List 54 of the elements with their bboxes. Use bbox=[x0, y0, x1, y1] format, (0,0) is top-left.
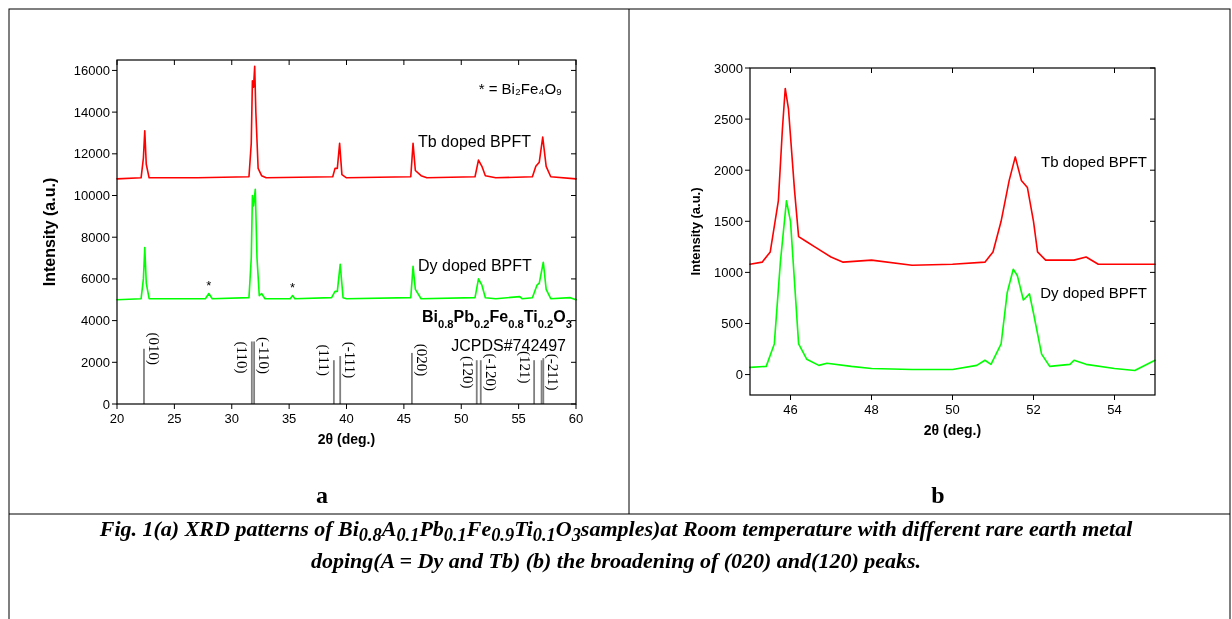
y-tick-label: 2000 bbox=[81, 354, 110, 370]
annotation: (010) bbox=[144, 332, 162, 365]
x-tick-label: 25 bbox=[167, 411, 182, 426]
annotation: (120) bbox=[458, 355, 476, 389]
x-tick-label: 30 bbox=[224, 411, 239, 426]
annotation: (-110) bbox=[255, 336, 273, 374]
x-tick-label: 45 bbox=[396, 411, 412, 426]
y-tick-label: 2000 bbox=[714, 162, 743, 178]
series-label: Tb doped BPFT bbox=[418, 133, 532, 150]
y-tick-label: 10000 bbox=[73, 188, 110, 204]
y-tick-label: 500 bbox=[721, 315, 743, 331]
y-tick-label: 0 bbox=[735, 367, 743, 383]
series-label: Dy doped BPFT bbox=[418, 257, 533, 274]
x-tick-label: 55 bbox=[511, 411, 526, 426]
y-tick-label: 1000 bbox=[714, 264, 743, 280]
y-axis-title: Intensity (a.u.) bbox=[41, 177, 58, 287]
y-tick-label: 1500 bbox=[714, 213, 743, 229]
text: a bbox=[316, 482, 328, 508]
annotation: (111) bbox=[314, 344, 332, 376]
text: Bi$_{0.8}$Pb$_{0.2}$Fe$_{0.8}$Ti$_{0.2}$O$_{3}$ bbox=[422, 308, 572, 330]
x-axis-title: 2θ (deg.) bbox=[923, 422, 982, 438]
annotation: (-111) bbox=[341, 341, 359, 379]
y-tick-label: 16000 bbox=[73, 62, 110, 78]
y-tick-label: 8000 bbox=[81, 229, 110, 245]
y-tick-label: 2500 bbox=[714, 111, 743, 127]
x-axis-title: 2θ (deg.) bbox=[317, 431, 376, 447]
y-axis-title: Intensity (a.u.) bbox=[688, 187, 703, 276]
x-tick-label: 60 bbox=[568, 411, 584, 426]
x-tick-label: 40 bbox=[339, 411, 354, 426]
y-tick-label: 14000 bbox=[73, 104, 110, 120]
text: b bbox=[931, 482, 945, 508]
x-tick-label: 35 bbox=[281, 411, 297, 426]
series-label: Tb doped BPFT bbox=[1041, 153, 1147, 170]
x-tick-label: 50 bbox=[945, 402, 960, 417]
annotation: (110) bbox=[232, 341, 250, 374]
y-tick-label: 12000 bbox=[73, 146, 110, 162]
x-tick-label: 48 bbox=[864, 402, 879, 417]
x-tick-label: 50 bbox=[454, 411, 469, 426]
y-tick-label: 4000 bbox=[81, 313, 110, 329]
x-tick-label: 52 bbox=[1026, 402, 1041, 417]
annotation: (-120) bbox=[481, 353, 499, 391]
y-tick-label: 6000 bbox=[81, 271, 110, 287]
annotation: * bbox=[290, 279, 296, 295]
series-label: Dy doped BPFT bbox=[1040, 284, 1147, 301]
annotation: (020) bbox=[412, 343, 430, 377]
x-tick-label: 54 bbox=[1107, 402, 1122, 417]
x-tick-label: 20 bbox=[109, 411, 125, 426]
y-tick-label: 3000 bbox=[714, 60, 743, 76]
annotation: * bbox=[206, 277, 212, 292]
annotation: (-211) bbox=[544, 353, 562, 391]
x-tick-label: 46 bbox=[783, 402, 798, 417]
y-tick-label: 0 bbox=[102, 396, 110, 412]
text: Fig. 1(a) XRD patterns of Bi$_{0.8}$A$_{0.1}$Pb$_{0.1}$Fe$_{0.9}$Ti$_{0.1}$O$_{3}$samples)at Room temperature with different rare earth metal doping(A = Dy and Tb) (b) the broadening of (020) and(120) peaks. bbox=[99, 516, 1133, 574]
annotation: * = Bi₂Fe₄O₉ bbox=[478, 80, 563, 97]
